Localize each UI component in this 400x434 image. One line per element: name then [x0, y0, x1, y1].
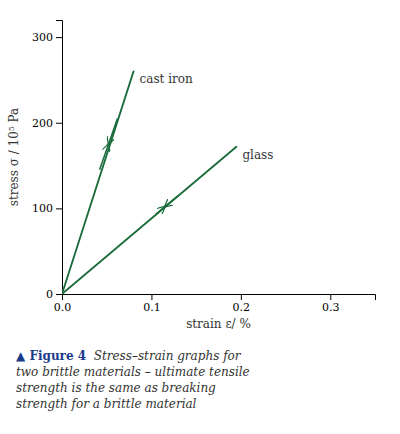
y-axis-tick-label: 0	[46, 288, 53, 301]
caption-text: Stress–strain graphs for two brittle mate…	[16, 349, 250, 411]
series-line	[62, 147, 236, 294]
x-axis-tick-mark	[151, 294, 152, 300]
caption-bold: ▲ Figure 4	[16, 349, 86, 363]
series-label: cast iron	[140, 72, 193, 86]
x-axis-tick-label: 0.2	[233, 301, 251, 314]
caption-line: two brittle materials – ultimate tensile	[16, 365, 250, 379]
arrow	[156, 207, 165, 215]
marks	[62, 71, 236, 294]
y-axis-tick-mark	[56, 37, 62, 38]
x-axis-tick-label: 0.3	[322, 301, 340, 314]
caption-line: Stress–strain graphs for	[86, 349, 242, 363]
x-axis: 0.0 0.1 0.2 0.3	[54, 294, 376, 314]
arrow	[165, 196, 178, 207]
y-axis-tick-mark	[56, 123, 62, 124]
x-axis-tick-mark	[330, 294, 331, 300]
y-axis-tick-mark	[56, 208, 62, 209]
y-axis-tick-label: 100	[32, 202, 53, 215]
y-axis-tick: 100	[32, 202, 62, 215]
caption-line: strength is the same as breaking	[16, 381, 216, 395]
x-axis-tick: 0.0	[54, 294, 72, 314]
y-axis-tick-label: 200	[32, 117, 53, 130]
series-label: glass	[242, 148, 273, 162]
y-axis-tick-mark	[56, 294, 62, 295]
x-axis-tick-label: 0.0	[54, 301, 72, 314]
x-axis-tick-label: 0.1	[143, 301, 161, 314]
y-axis-tick: 200	[32, 117, 62, 130]
arrow	[109, 118, 118, 144]
arrow	[100, 144, 109, 170]
x-axis-tick: 0.2	[233, 294, 251, 314]
plot-area: 0.0 0.1 0.2 0.3 0 100 200 300 strain ε/ % stress …	[7, 21, 376, 332]
x-axis-tick: 0.3	[322, 294, 340, 314]
y-axis-title: stress σ / 10⁵ Pa	[7, 108, 21, 206]
x-axis-tick-mark	[241, 294, 242, 300]
y-axis: 0 100 200 300	[32, 21, 63, 302]
x-axis-tick: 0.1	[143, 294, 161, 314]
y-axis-tick: 300	[32, 31, 62, 44]
y-axis-tick-label: 300	[32, 31, 53, 44]
caption-line: strength for a brittle material	[16, 397, 197, 411]
series-line	[62, 71, 134, 294]
chart: 0.0 0.1 0.2 0.3 0 100 200 300 strain ε/ % stress …	[0, 0, 400, 434]
caption: ▲ Figure 4 Stress–strain graphs for two b…	[16, 349, 250, 411]
x-axis-line	[63, 295, 376, 301]
x-axis-title: strain ε/ %	[186, 317, 251, 331]
y-axis-tick: 0	[46, 288, 62, 301]
y-axis-line	[56, 21, 63, 295]
